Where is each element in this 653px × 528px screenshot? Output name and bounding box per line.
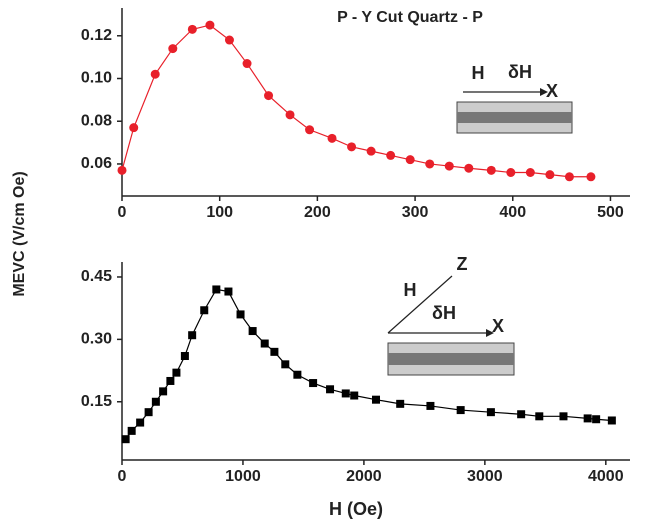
x-tick-label: 500: [597, 204, 624, 221]
data-point: [187, 24, 197, 34]
data-point: [426, 401, 435, 410]
x-tick-label: 100: [206, 204, 233, 221]
data-point: [326, 385, 335, 394]
data-point: [350, 391, 359, 400]
data-point: [281, 360, 290, 369]
data-point: [150, 69, 160, 79]
data-point: [212, 285, 221, 294]
data-point: [535, 412, 544, 421]
data-point: [260, 339, 269, 348]
data-point: [517, 410, 526, 419]
chart-title: P - Y Cut Quartz - P: [337, 9, 483, 26]
data-point: [305, 125, 315, 135]
data-point: [172, 368, 181, 377]
data-point: [405, 155, 415, 165]
data-point: [564, 172, 574, 182]
x-tick-label: 0: [118, 204, 127, 221]
data-point: [166, 376, 175, 385]
data-point: [545, 170, 555, 180]
arrow-head: [486, 329, 494, 337]
data-point: [486, 165, 496, 175]
data-point: [129, 123, 139, 133]
x-axis-label: H (Oe): [329, 499, 383, 519]
data-point: [144, 408, 153, 417]
data-point: [327, 133, 337, 143]
data-point: [264, 91, 274, 101]
x-tick-label: 200: [304, 204, 331, 221]
annotation: X: [492, 316, 504, 336]
data-point: [486, 408, 495, 417]
x-tick-label: 0: [118, 468, 127, 485]
x-tick-label: 1000: [225, 468, 261, 485]
annotation: Z: [457, 254, 468, 274]
data-point: [200, 306, 209, 315]
data-point: [159, 387, 168, 396]
x-tick-label: 3000: [467, 468, 503, 485]
data-point: [127, 426, 136, 435]
series-line: [125, 288, 612, 440]
data-point: [285, 110, 295, 120]
y-tick-label: 0.30: [81, 331, 112, 348]
y-tick-label: 0.15: [81, 393, 112, 410]
arrow: [387, 275, 453, 334]
data-point: [559, 412, 568, 421]
sample-layer: [388, 353, 514, 365]
series-line: [121, 24, 591, 178]
y-tick-label: 0.06: [81, 155, 112, 172]
data-point: [242, 59, 252, 69]
data-point: [270, 347, 279, 356]
x-tick-label: 2000: [346, 468, 382, 485]
data-point: [205, 20, 215, 30]
data-point: [525, 168, 535, 177]
data-point: [347, 142, 357, 152]
annotation: H: [404, 280, 417, 300]
data-point: [236, 310, 245, 319]
data-point: [607, 416, 616, 425]
data-point: [293, 370, 302, 379]
data-point: [180, 352, 189, 361]
data-point: [586, 172, 596, 182]
data-point: [386, 150, 396, 160]
data-point: [224, 287, 233, 296]
annotation: δH: [432, 303, 456, 323]
sample-layer: [457, 112, 572, 123]
y-tick-label: 0.12: [81, 27, 112, 44]
x-tick-label: 400: [499, 204, 526, 221]
data-point: [151, 397, 160, 406]
data-point: [592, 415, 601, 424]
y-tick-label: 0.08: [81, 112, 112, 129]
annotation: H: [472, 63, 485, 83]
y-tick-label: 0.45: [81, 268, 112, 285]
x-tick-label: 300: [402, 204, 429, 221]
data-point: [506, 168, 516, 177]
data-point: [168, 44, 178, 54]
data-point: [456, 406, 465, 415]
data-point: [444, 161, 454, 171]
x-tick-label: 4000: [588, 468, 624, 485]
data-point: [224, 35, 234, 45]
annotation: δH: [508, 62, 532, 82]
data-point: [136, 418, 145, 427]
data-point: [121, 435, 130, 444]
data-point: [248, 327, 257, 336]
data-point: [117, 165, 127, 175]
data-point: [425, 159, 435, 169]
data-point: [366, 146, 376, 156]
data-point: [188, 331, 197, 340]
data-point: [464, 163, 474, 173]
data-point: [396, 399, 405, 408]
data-point: [309, 379, 318, 388]
y-tick-label: 0.10: [81, 70, 112, 87]
data-point: [583, 414, 592, 423]
arrow-head: [540, 88, 548, 96]
y-axis-label: MEVC (V/cm Oe): [11, 171, 28, 296]
data-point: [372, 395, 380, 404]
data-point: [341, 389, 350, 398]
annotation: X: [546, 81, 558, 101]
